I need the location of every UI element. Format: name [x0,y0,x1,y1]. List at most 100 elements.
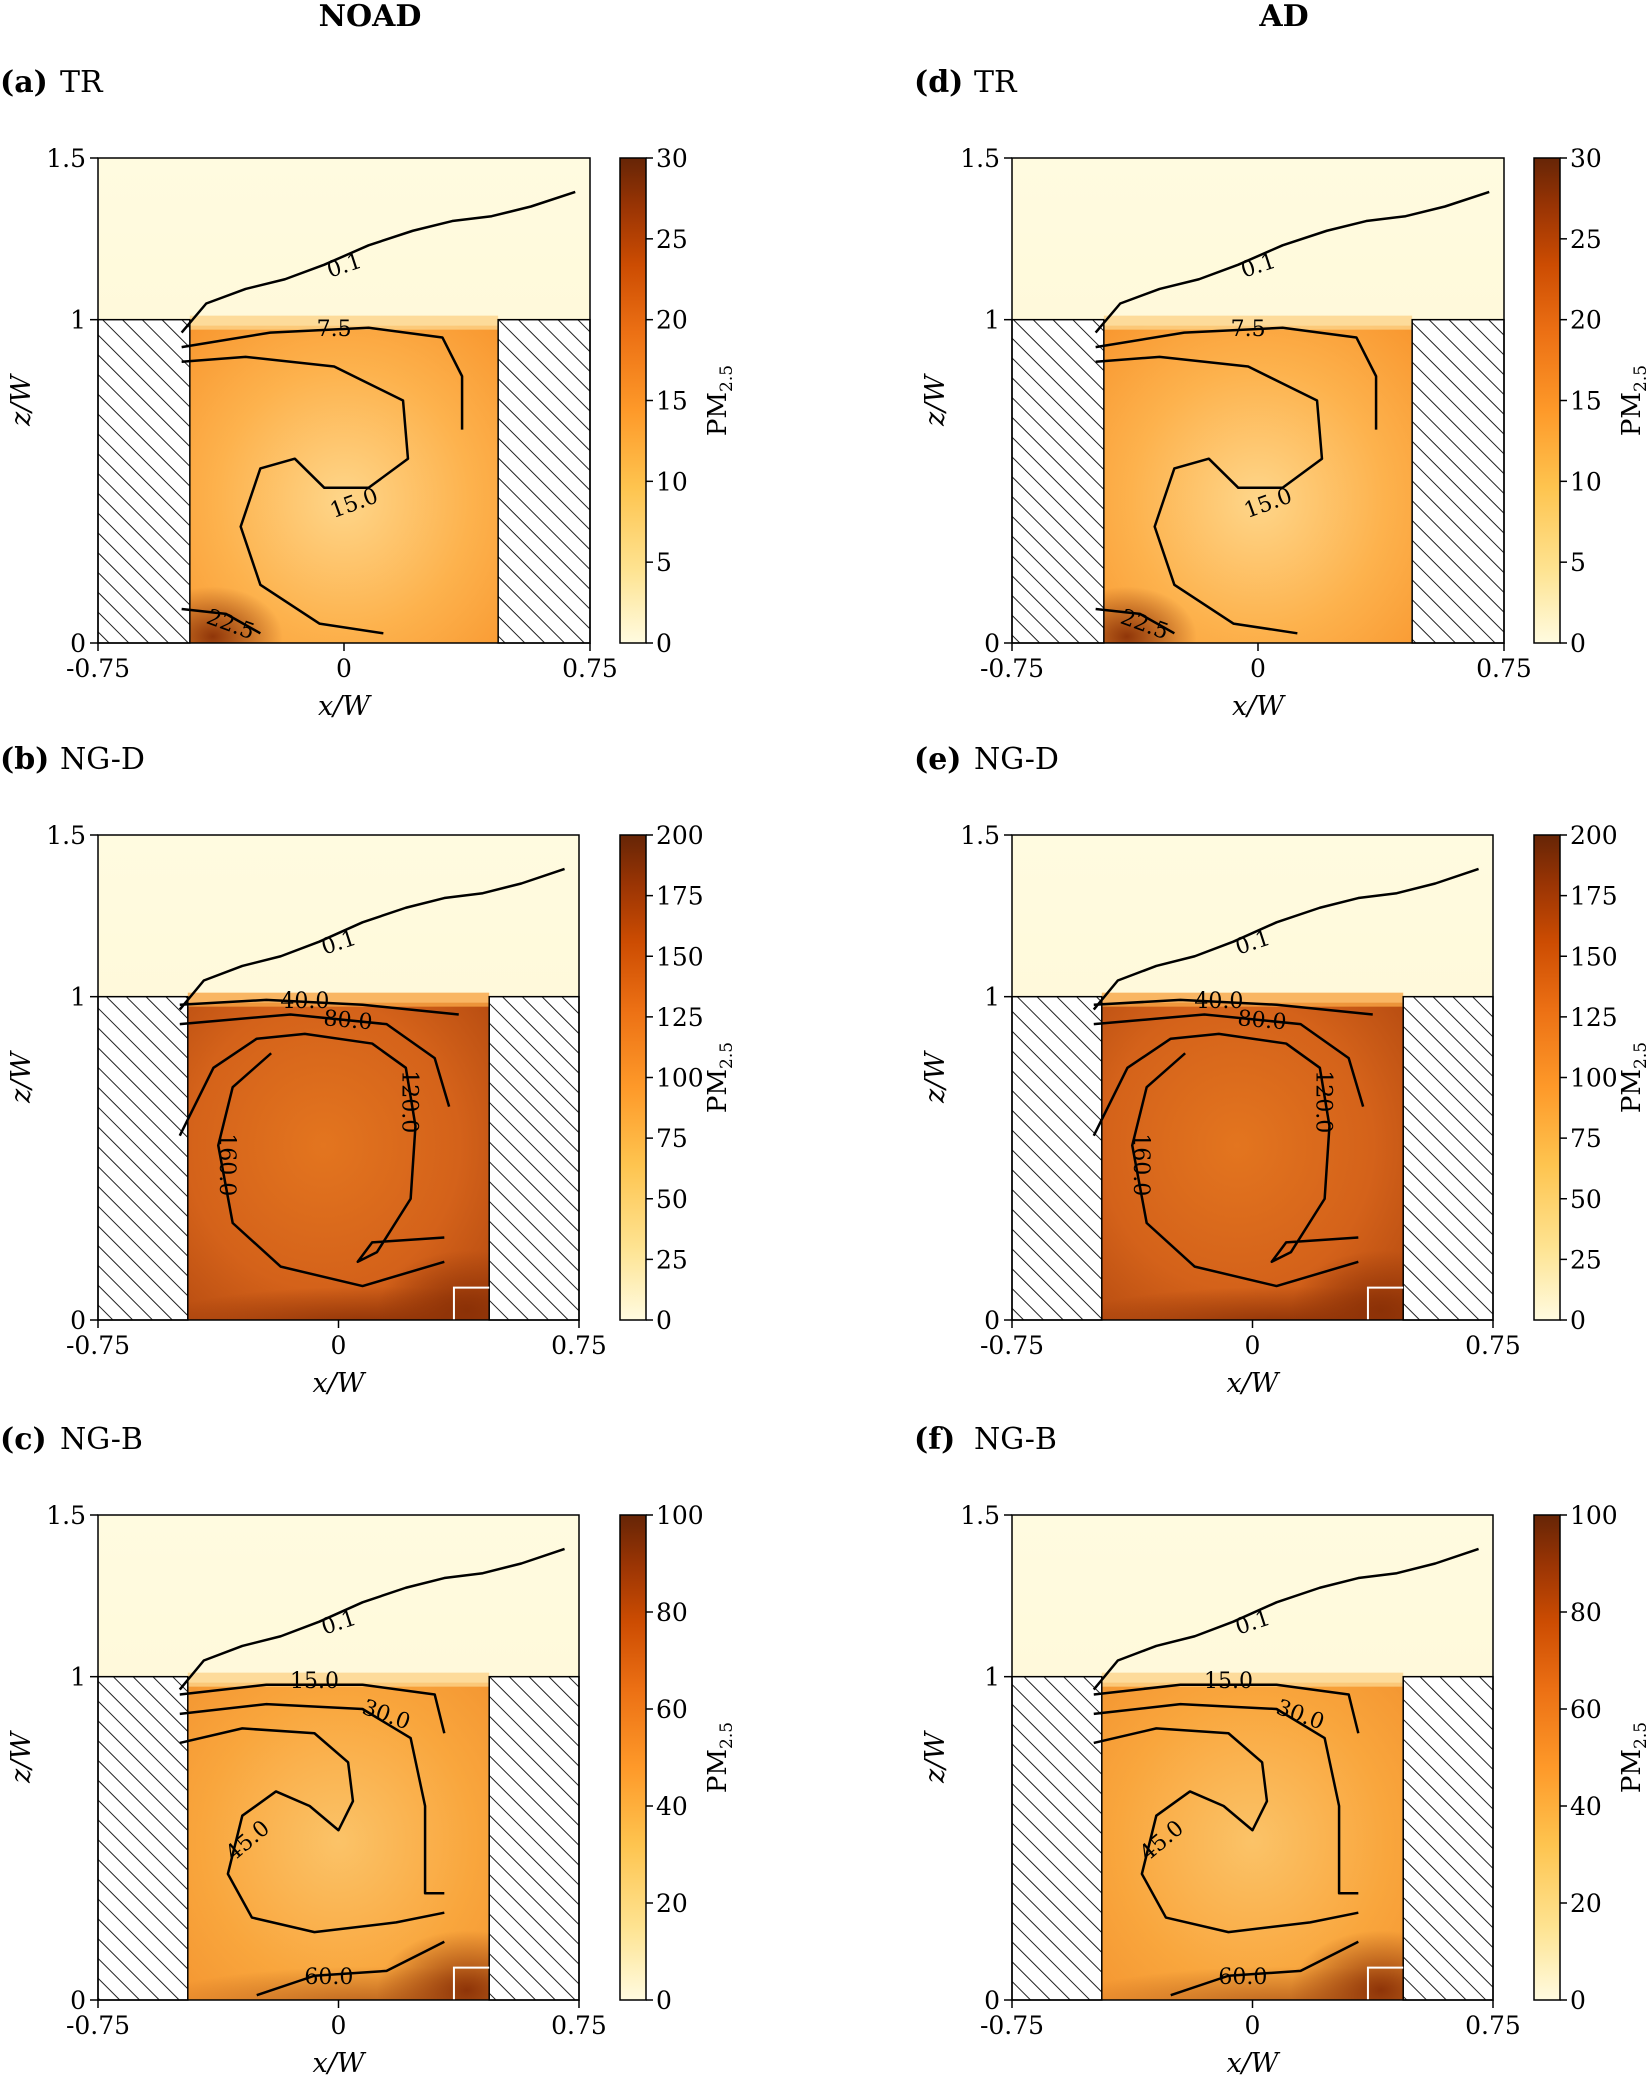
contour-80.0 [179,1013,451,1107]
colorbar-tick-label: 75 [1570,1124,1602,1153]
x-tick-label: -0.75 [66,654,130,683]
y-tick-label: 1.5 [960,821,1000,850]
panel-name: NG-B [974,1422,1057,1457]
contour-0.1 [180,190,576,334]
y-tick-label: 1 [70,306,86,335]
colorbar-tick-label: 20 [1570,306,1602,335]
contour-label: 120.0 [1311,1070,1336,1133]
y-tick-label: 1 [984,306,1000,335]
contour-15.0 [1095,355,1324,635]
colorbar-tick-label: 5 [656,548,672,577]
contour-120.0 [1092,1032,1359,1264]
contour-45.0 [179,1727,445,1934]
colorbar-tick-label: 75 [656,1124,688,1153]
column-title-ad: AD [1258,0,1308,34]
panel-name: NG-B [60,1422,143,1457]
colorbar-label: PM2.5 [1617,1042,1646,1113]
contour-40.0 [1093,998,1373,1016]
y-tick-label: 0 [984,1986,1000,2015]
building-right [488,995,580,1321]
contour-60.0 [256,1940,445,1997]
panel-name: TR [974,65,1018,100]
colorbar-tick-label: 200 [1570,821,1618,850]
colorbar-tick-label: 100 [1570,1501,1618,1530]
colorbar-tick-label: 100 [656,1064,704,1093]
building-left [97,995,189,1321]
colorbar [1533,1514,1561,2001]
emitter-marker [452,1966,490,2000]
contour-label: 7.5 [317,317,352,342]
colorbar-tick-label: 150 [1570,942,1618,971]
x-tick-label: 0 [1250,654,1266,683]
field-roof-band [1103,315,1413,330]
y-tick-label: 1 [70,1663,86,1692]
field-canyon [1103,325,1413,643]
contour-label: 160.0 [1128,1133,1153,1196]
colorbar [619,834,647,1321]
contour-0.1 [178,867,565,1011]
field-roof-band [187,992,490,1007]
field-roof-band [1101,992,1404,1007]
colorbar-tick-label: 15 [1570,387,1602,416]
colorbar-label-sub: 2.5 [717,1042,737,1069]
contour-40.0 [179,998,459,1016]
contour-0.1 [178,1547,565,1691]
y-tick-label: 0 [984,629,1000,658]
x-tick-label: 0.75 [1465,2011,1521,2040]
column-title-noad: NOAD [319,0,422,34]
x-tick-label: -0.75 [66,1331,130,1360]
colorbar-tick-label: 25 [656,1245,688,1274]
x-tick-label: 0.75 [551,1331,607,1360]
contour-label: 80.0 [323,1006,374,1035]
colorbar [1533,157,1561,644]
x-tick-label: -0.75 [980,1331,1044,1360]
colorbar-tick-label: 10 [1570,467,1602,496]
contour-0.1 [1094,190,1490,334]
y-axis-label: z/W [6,1730,37,1784]
colorbar-tick-label: 125 [656,1003,704,1032]
contour-label: 120.0 [397,1070,422,1133]
contour-label: 60.0 [304,1965,353,1990]
contour-22.5 [181,607,261,635]
y-tick-label: 0 [70,629,86,658]
building-right [497,318,591,644]
colorbar-label-sub: 2.5 [717,1722,737,1749]
colorbar-tick-label: 25 [656,225,688,254]
panel-tag: (c) [0,1422,47,1457]
contour-label: 40.0 [1194,989,1243,1014]
colorbar-tick-label: 80 [656,1598,688,1627]
x-axis-label: x/W [312,2048,366,2079]
panel-tag: (d) [914,65,963,100]
contour-15.0 [181,355,410,635]
contour-45.0 [1093,1727,1359,1934]
colorbar [1533,834,1561,1321]
colorbar-label-main: PM [703,1069,733,1113]
x-tick-label: 0.75 [1465,1331,1521,1360]
colorbar-tick-label: 50 [656,1185,688,1214]
contour-30.0 [1093,1702,1359,1895]
colorbar-tick-label: 40 [1570,1792,1602,1821]
colorbar-label-sub: 2.5 [1631,1042,1646,1069]
building-right [1411,318,1505,644]
contour-80.0 [1093,1013,1365,1107]
panel-2: (c) NG-B0.115.030.045.060.0-0.75 0 0.75011.… [0,1422,737,2079]
colorbar-label: PM2.5 [703,1042,737,1113]
contour-30.0 [179,1702,445,1895]
colorbar-label-sub: 2.5 [1631,365,1646,392]
colorbar [619,157,647,644]
x-tick-label: 0 [331,1331,347,1360]
colorbar-tick-label: 20 [1570,1889,1602,1918]
y-axis-label: z/W [920,1050,951,1104]
y-axis-label: z/W [6,1050,37,1104]
x-axis-label: x/W [1226,1368,1280,1399]
colorbar-label-sub: 2.5 [717,365,737,392]
x-tick-label: 0 [336,654,352,683]
colorbar-tick-label: 30 [1570,144,1602,173]
colorbar-tick-label: 15 [656,387,688,416]
panel-tag: (f) [914,1422,955,1457]
panel-name: NG-D [60,742,145,777]
colorbar-tick-label: 125 [1570,1003,1618,1032]
colorbar-tick-label: 0 [1570,1986,1586,2015]
panel-3: (d) TR0.17.515.022.5-0.75 0 0.75011.5x/Wz/W… [914,65,1646,722]
